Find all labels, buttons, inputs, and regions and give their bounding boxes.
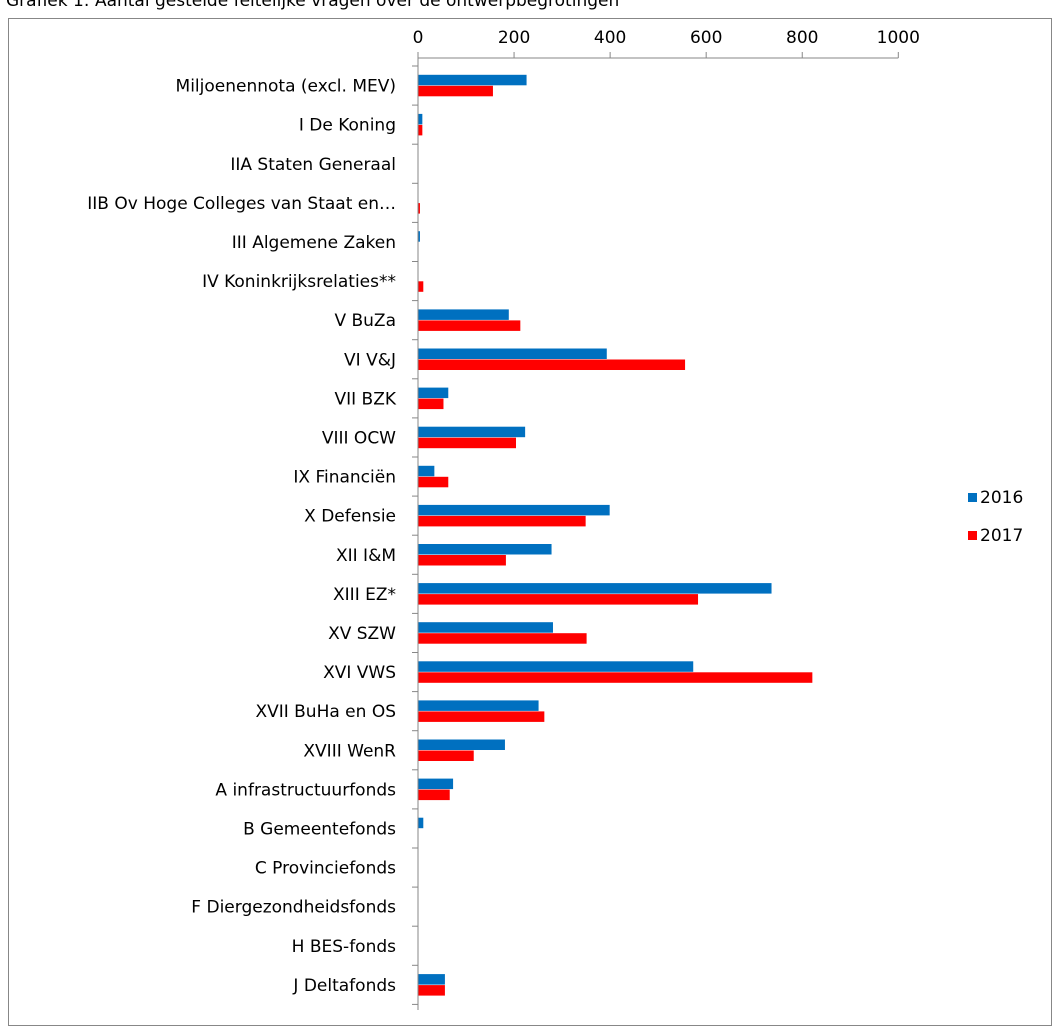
category-label: VIII OCW (322, 428, 396, 448)
chart-title: Grafiek 1: Aantal gestelde feitelijke vr… (6, 0, 620, 11)
bar-2016 (418, 231, 420, 242)
category-label: X Defensie (304, 507, 396, 527)
bar-2016 (418, 583, 772, 594)
bar-2017 (418, 124, 423, 136)
bar-2017 (418, 594, 699, 605)
x-axis-ticks: 0 200 400 600 800 1000 (413, 28, 920, 58)
bar-2017 (418, 750, 474, 761)
bar-2016 (418, 74, 527, 86)
bar-2017 (418, 203, 420, 214)
x-tick-label: 1000 (877, 28, 920, 48)
bar-2017 (418, 320, 521, 331)
category-label: F Diergezondheidsfonds (191, 898, 396, 918)
bar-2016 (418, 426, 526, 438)
x-tick-label: 600 (690, 28, 722, 48)
category-label: H BES-fonds (292, 937, 396, 957)
bar-2016 (418, 544, 552, 555)
category-label: IIA Staten Generaal (230, 155, 396, 175)
category-label: C Provinciefonds (255, 859, 396, 879)
category-label: IX Financiën (293, 468, 396, 488)
category-label: XIII EZ* (333, 585, 396, 605)
category-label: XV SZW (328, 624, 396, 644)
bar-2016 (418, 661, 694, 672)
category-labels: Miljoenennota (excl. MEV) I De Koning IIA … (87, 77, 397, 996)
bar-2016 (418, 348, 607, 359)
bar-2017 (418, 476, 449, 488)
bar-2016 (418, 622, 553, 633)
bar-2016 (418, 504, 610, 516)
category-label: XVII BuHa en OS (255, 702, 396, 722)
bar-2016 (418, 113, 423, 125)
category-label: Miljoenennota (excl. MEV) (176, 77, 396, 97)
bar-2016 (418, 817, 424, 829)
bar-2017 (418, 398, 444, 410)
category-label: IIB Ov Hoge Colleges van Staat en… (87, 194, 396, 214)
bar-2017 (418, 85, 493, 97)
category-label: VI V&J (344, 350, 396, 370)
bar-2017 (418, 515, 586, 527)
x-tick-label: 400 (594, 28, 626, 48)
bar-2016 (418, 778, 454, 790)
chart-axes (412, 57, 899, 1010)
category-label: B Gemeentefonds (243, 819, 396, 839)
x-tick-label: 800 (786, 28, 818, 48)
x-tick-label: 0 (413, 28, 424, 48)
category-label: J Deltafonds (292, 976, 396, 996)
category-label: IV Koninkrijksrelaties** (202, 272, 396, 292)
category-label: III Algemene Zaken (232, 233, 396, 253)
bar-series (418, 74, 813, 996)
legend: 2016 2017 (968, 488, 1023, 546)
bar-2016 (418, 465, 435, 477)
bar-2017 (418, 555, 506, 566)
bar-2017 (418, 437, 517, 449)
category-label: VII BZK (334, 389, 396, 409)
category-label: A infrastructuurfonds (215, 780, 396, 800)
x-tick-label: 200 (498, 28, 530, 48)
bar-2016 (418, 974, 445, 985)
bar-2017 (418, 711, 545, 722)
legend-label: 2016 (980, 488, 1023, 508)
category-label: XVI VWS (323, 663, 396, 683)
bar-2017 (418, 359, 686, 370)
bar-2017 (418, 789, 450, 801)
category-label: XII I&M (336, 546, 396, 566)
category-label: I De Koning (299, 116, 396, 136)
legend-label: 2017 (980, 526, 1023, 546)
bar-2016 (418, 309, 509, 320)
bar-2016 (418, 739, 505, 750)
category-label: V BuZa (334, 311, 396, 331)
bar-2016 (418, 387, 449, 399)
category-label: XVIII WenR (303, 741, 396, 761)
legend-swatch-2017 (968, 531, 977, 540)
bar-2017 (418, 672, 813, 683)
bar-2017 (418, 281, 424, 292)
legend-swatch-2016 (968, 493, 977, 502)
bar-2017 (418, 985, 445, 996)
bar-2016 (418, 700, 539, 711)
bar-2017 (418, 633, 587, 644)
